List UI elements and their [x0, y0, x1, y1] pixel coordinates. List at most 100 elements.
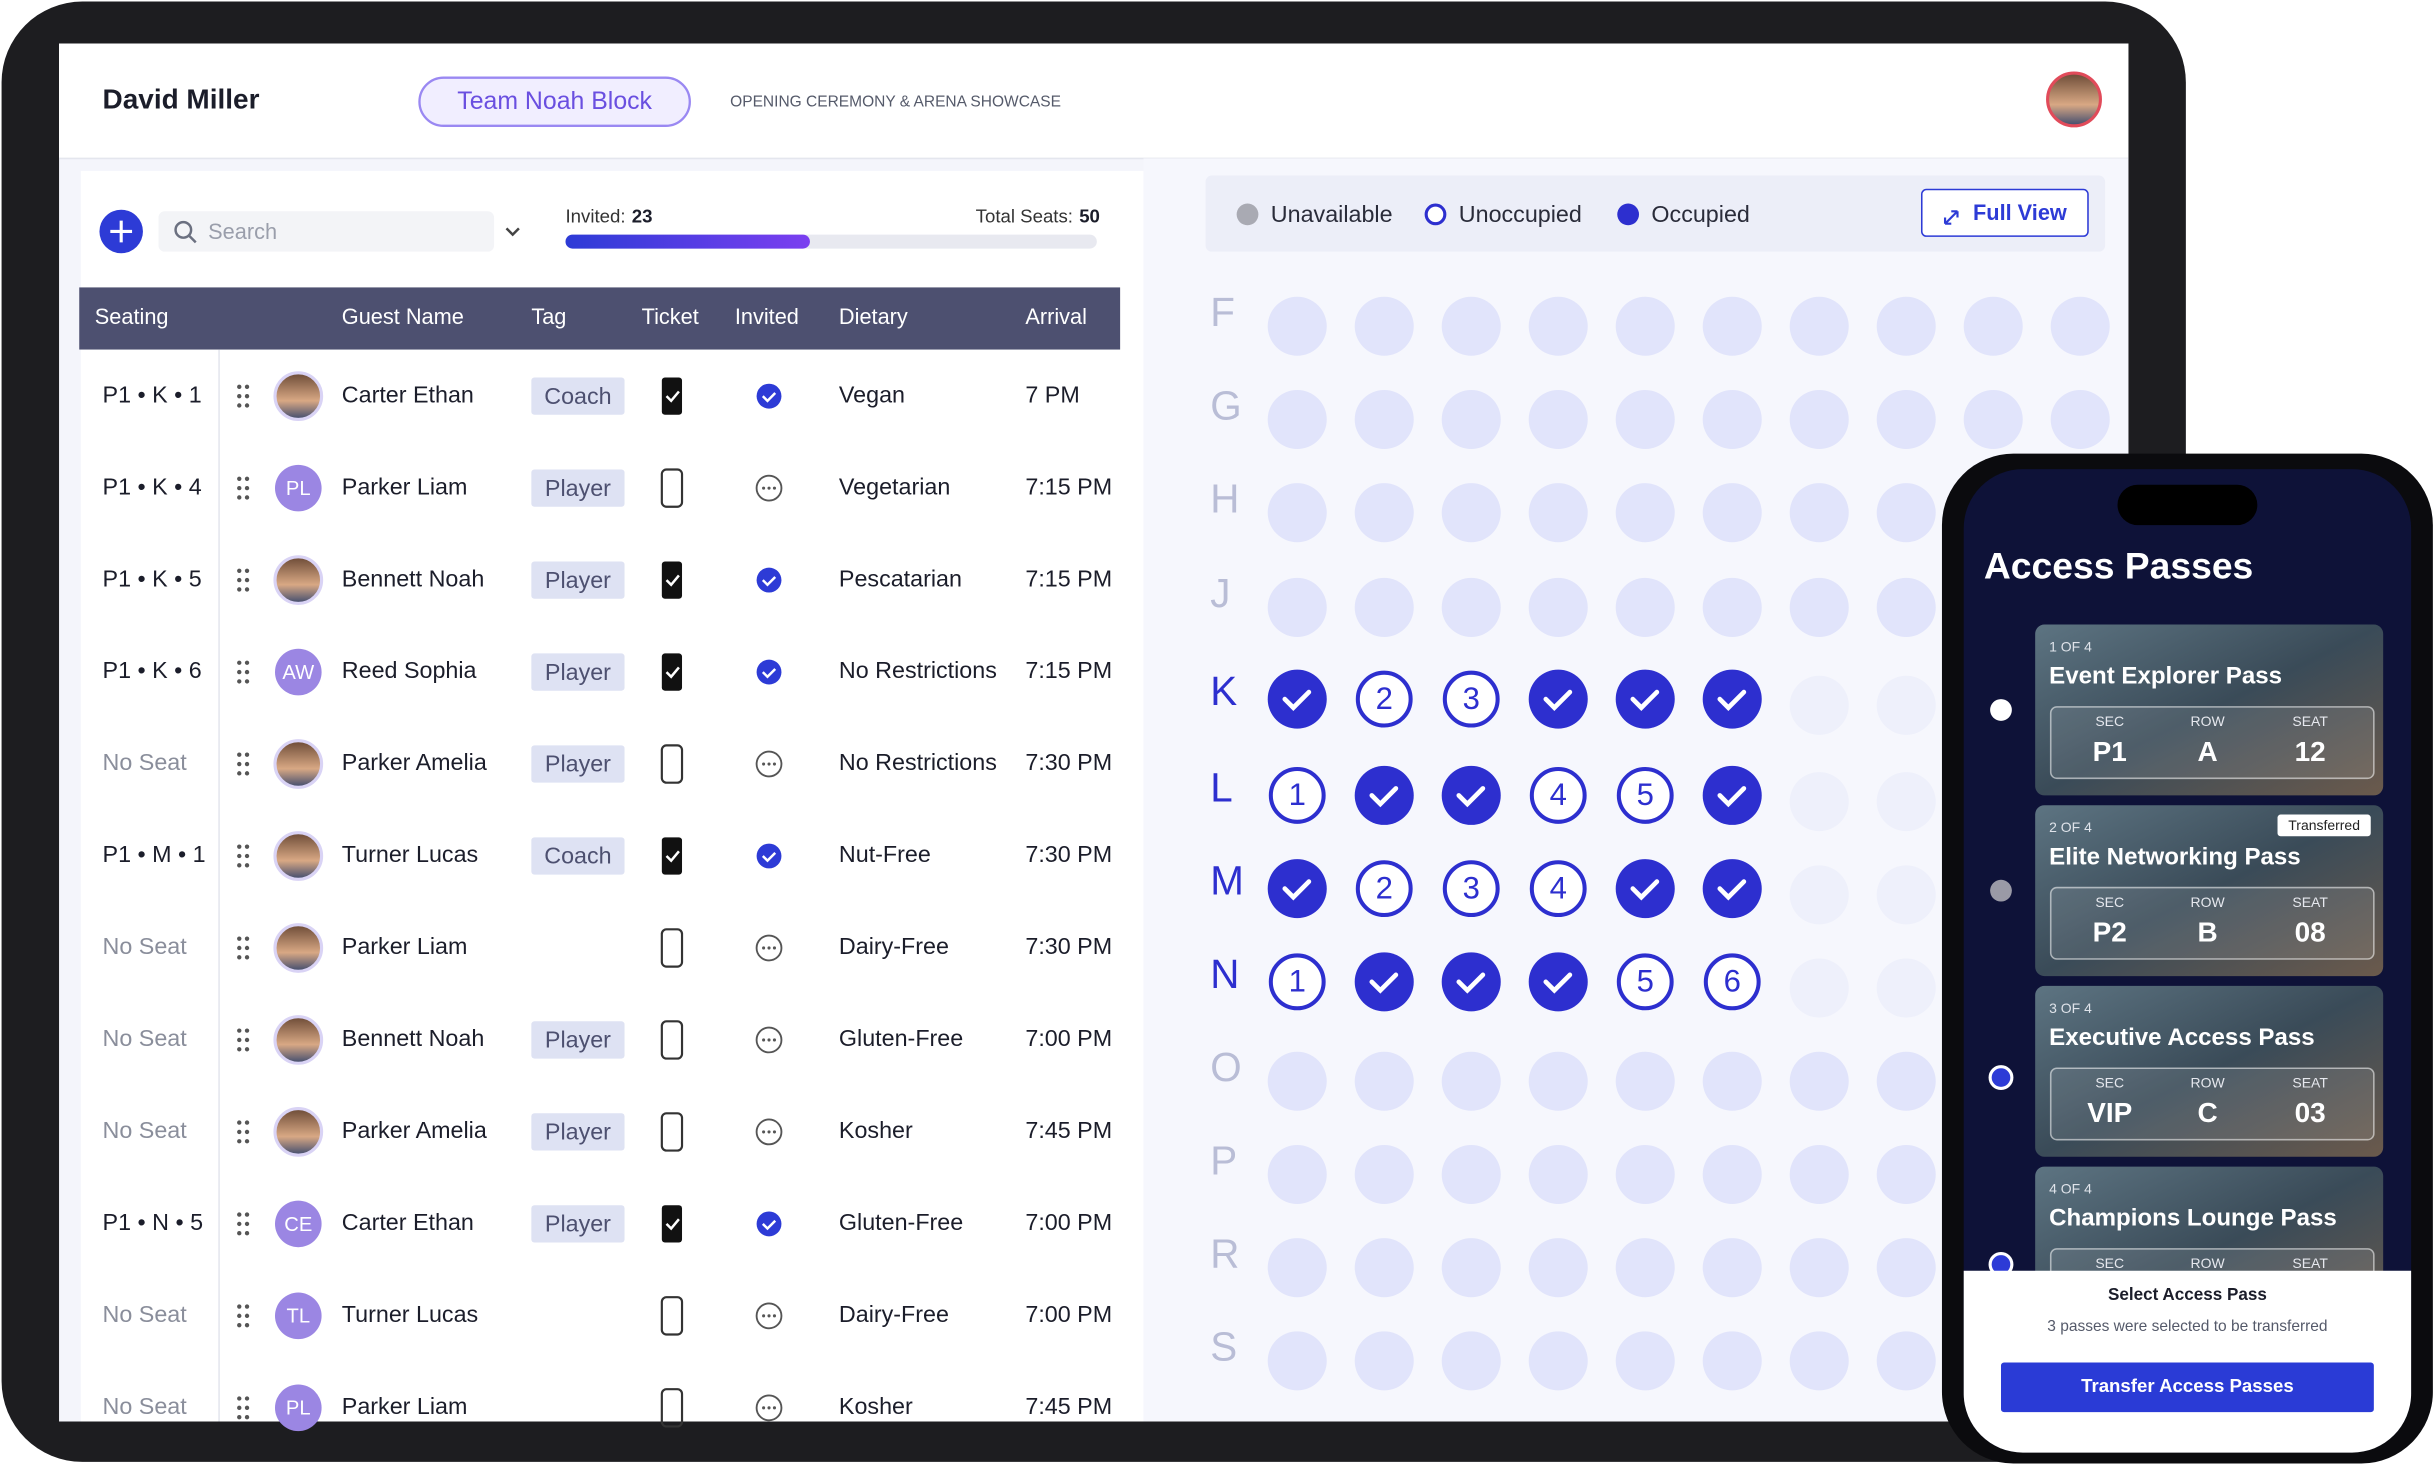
- drag-handle[interactable]: [237, 1304, 242, 1309]
- search-box[interactable]: [158, 211, 495, 252]
- drag-handle[interactable]: [244, 1129, 250, 1135]
- drag-handle[interactable]: [244, 587, 250, 592]
- drag-handle[interactable]: [244, 476, 250, 481]
- seat-unoccupied[interactable]: [1442, 860, 1500, 918]
- drag-handle[interactable]: [237, 669, 242, 675]
- full-view-button[interactable]: [1920, 188, 2089, 237]
- drag-handle[interactable]: [237, 568, 242, 573]
- drag-handle[interactable]: [237, 1139, 242, 1144]
- seat-occupied[interactable]: [1267, 859, 1327, 919]
- drag-handle[interactable]: [244, 403, 250, 408]
- drag-handle[interactable]: [237, 936, 242, 941]
- dropdown-chevron[interactable]: [505, 227, 520, 237]
- drag-handle[interactable]: [244, 1323, 250, 1328]
- seat-occupied[interactable]: [1702, 859, 1762, 919]
- drag-handle[interactable]: [237, 771, 242, 776]
- drag-handle[interactable]: [237, 1414, 242, 1420]
- drag-handle[interactable]: [244, 1414, 250, 1420]
- drag-handle[interactable]: [244, 1212, 250, 1217]
- drag-handle[interactable]: [237, 403, 242, 408]
- drag-handle[interactable]: [244, 495, 250, 500]
- pass-card[interactable]: [2035, 985, 2384, 1157]
- drag-handle[interactable]: [244, 761, 250, 767]
- drag-handle[interactable]: [244, 679, 250, 684]
- drag-handle[interactable]: [244, 1304, 250, 1309]
- drag-handle[interactable]: [237, 1396, 242, 1401]
- drag-handle[interactable]: [237, 844, 242, 849]
- drag-handle[interactable]: [244, 863, 250, 868]
- seat-occupied[interactable]: [1702, 765, 1762, 825]
- drag-handle[interactable]: [237, 761, 242, 767]
- drag-handle[interactable]: [237, 393, 242, 399]
- team-pill[interactable]: [418, 76, 691, 128]
- drag-handle[interactable]: [237, 1323, 242, 1328]
- seat-unoccupied[interactable]: [1355, 670, 1413, 728]
- drag-handle[interactable]: [237, 660, 242, 665]
- drag-handle[interactable]: [244, 393, 250, 399]
- seat-occupied[interactable]: [1354, 952, 1414, 1012]
- drag-handle[interactable]: [237, 495, 242, 500]
- drag-handle[interactable]: [237, 853, 242, 859]
- drag-handle[interactable]: [237, 1212, 242, 1217]
- drag-handle[interactable]: [237, 1037, 242, 1043]
- seat-unoccupied[interactable]: [1442, 670, 1500, 728]
- drag-handle[interactable]: [244, 1313, 250, 1319]
- seat-unoccupied[interactable]: [1616, 766, 1674, 824]
- drag-handle[interactable]: [244, 936, 250, 941]
- drag-handle[interactable]: [244, 1047, 250, 1052]
- pass-radio[interactable]: [1988, 1065, 2014, 1090]
- drag-handle[interactable]: [244, 771, 250, 776]
- drag-handle[interactable]: [244, 1396, 250, 1401]
- drag-handle[interactable]: [244, 853, 250, 859]
- seat-unoccupied[interactable]: [1268, 953, 1326, 1011]
- seat-occupied[interactable]: [1528, 669, 1588, 729]
- drag-handle[interactable]: [237, 1028, 242, 1033]
- drag-handle[interactable]: [244, 1139, 250, 1144]
- drag-handle[interactable]: [244, 1120, 250, 1125]
- drag-handle[interactable]: [237, 1129, 242, 1135]
- drag-handle[interactable]: [244, 844, 250, 849]
- drag-handle[interactable]: [237, 384, 242, 390]
- drag-handle[interactable]: [244, 1231, 250, 1236]
- drag-handle[interactable]: [244, 577, 250, 583]
- drag-handle[interactable]: [237, 955, 242, 960]
- seat-occupied[interactable]: [1354, 765, 1414, 825]
- seat-occupied[interactable]: [1528, 952, 1588, 1012]
- drag-handle[interactable]: [244, 752, 250, 757]
- seat-unoccupied[interactable]: [1529, 860, 1587, 918]
- seat-occupied[interactable]: [1441, 765, 1501, 825]
- drag-handle[interactable]: [244, 1037, 250, 1043]
- drag-handle[interactable]: [244, 1221, 250, 1227]
- seat-unoccupied[interactable]: [1703, 953, 1761, 1011]
- seat-occupied[interactable]: [1267, 669, 1327, 729]
- drag-handle[interactable]: [237, 752, 242, 757]
- drag-handle[interactable]: [237, 1313, 242, 1319]
- drag-handle[interactable]: [244, 1405, 250, 1411]
- drag-handle[interactable]: [244, 384, 250, 390]
- drag-handle[interactable]: [237, 577, 242, 583]
- drag-handle[interactable]: [237, 485, 242, 491]
- pass-radio[interactable]: [1990, 699, 2012, 721]
- drag-handle[interactable]: [237, 863, 242, 868]
- profile-avatar[interactable]: [2046, 71, 2102, 128]
- seat-occupied[interactable]: [1615, 859, 1675, 919]
- drag-handle[interactable]: [237, 1047, 242, 1052]
- drag-handle[interactable]: [244, 485, 250, 491]
- transfer-button[interactable]: [2000, 1362, 2374, 1413]
- drag-handle[interactable]: [237, 1221, 242, 1227]
- drag-handle[interactable]: [244, 568, 250, 573]
- drag-handle[interactable]: [237, 587, 242, 592]
- drag-handle[interactable]: [244, 955, 250, 960]
- seat-unoccupied[interactable]: [1616, 953, 1674, 1011]
- drag-handle[interactable]: [237, 1120, 242, 1125]
- drag-handle[interactable]: [244, 660, 250, 665]
- drag-handle[interactable]: [237, 1405, 242, 1411]
- seat-occupied[interactable]: [1702, 669, 1762, 729]
- drag-handle[interactable]: [237, 476, 242, 481]
- seat-occupied[interactable]: [1615, 669, 1675, 729]
- drag-handle[interactable]: [237, 679, 242, 684]
- drag-handle[interactable]: [237, 945, 242, 951]
- seat-unoccupied[interactable]: [1355, 860, 1413, 918]
- drag-handle[interactable]: [244, 945, 250, 951]
- drag-handle[interactable]: [244, 669, 250, 675]
